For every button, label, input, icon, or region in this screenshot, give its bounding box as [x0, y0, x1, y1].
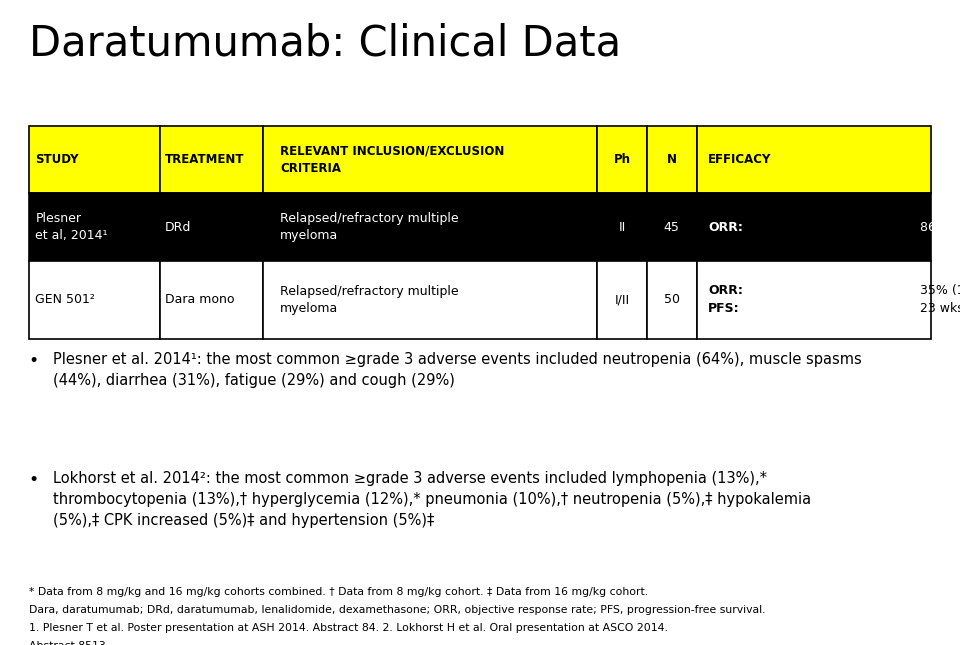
Text: 23 wks (16 mg/kg): 23 wks (16 mg/kg) [916, 303, 960, 315]
Text: Ph: Ph [613, 153, 631, 166]
Text: * Data from 8 mg/kg and 16 mg/kg cohorts combined. † Data from 8 mg/kg cohort. ‡: * Data from 8 mg/kg and 16 mg/kg cohorts… [29, 587, 648, 597]
Text: EFFICACY: EFFICACY [708, 153, 772, 166]
Bar [697, 261, 931, 339]
Text: Abstract 8513.: Abstract 8513. [29, 641, 108, 645]
Text: 35% (16 mg/kg): 35% (16 mg/kg) [916, 284, 960, 297]
Text: •: • [29, 471, 39, 489]
Bar [647, 261, 697, 339]
Bar [263, 261, 597, 339]
Bar [159, 194, 263, 261]
Text: Daratumumab: Clinical Data: Daratumumab: Clinical Data [29, 23, 621, 64]
Bar [263, 194, 597, 261]
Text: PFS:: PFS: [708, 303, 740, 315]
Bar [263, 126, 597, 194]
Text: DRd: DRd [165, 221, 191, 234]
Bar [597, 194, 647, 261]
Text: 45: 45 [663, 221, 680, 234]
Text: 1. Plesner T et al. Poster presentation at ASH 2014. Abstract 84. 2. Lokhorst H : 1. Plesner T et al. Poster presentation … [29, 623, 667, 633]
Text: STUDY: STUDY [36, 153, 79, 166]
Text: Dara, daratumumab; DRd, daratumumab, lenalidomide, dexamethasone; ORR, objective: Dara, daratumumab; DRd, daratumumab, len… [29, 605, 765, 615]
Text: ORR:: ORR: [708, 284, 743, 297]
Bar [697, 126, 931, 194]
Text: Plesner et al. 2014¹: the most common ≥grade 3 adverse events included neutropen: Plesner et al. 2014¹: the most common ≥g… [53, 352, 861, 388]
Text: I/II: I/II [614, 293, 630, 306]
Text: 86.7%: 86.7% [916, 221, 960, 234]
Bar [159, 126, 263, 194]
Bar [597, 126, 647, 194]
Bar [29, 261, 159, 339]
Bar [159, 261, 263, 339]
Text: II: II [618, 221, 626, 234]
Bar [697, 194, 931, 261]
Text: RELEVANT INCLUSION/EXCLUSION
CRITERIA: RELEVANT INCLUSION/EXCLUSION CRITERIA [280, 144, 505, 175]
Text: Dara mono: Dara mono [165, 293, 234, 306]
Bar [597, 261, 647, 339]
Text: GEN 501²: GEN 501² [36, 293, 95, 306]
Text: ORR:: ORR: [708, 221, 743, 234]
Text: Lokhorst et al. 2014²: the most common ≥grade 3 adverse events included lymphope: Lokhorst et al. 2014²: the most common ≥… [53, 471, 811, 528]
Text: Relapsed/refractory multiple
myeloma: Relapsed/refractory multiple myeloma [280, 212, 459, 243]
Bar [29, 126, 159, 194]
Text: •: • [29, 352, 39, 370]
Text: Plesner
et al, 2014¹: Plesner et al, 2014¹ [36, 212, 108, 243]
Text: 50: 50 [663, 293, 680, 306]
Text: TREATMENT: TREATMENT [165, 153, 245, 166]
Text: N: N [667, 153, 677, 166]
Bar [647, 194, 697, 261]
Text: Relapsed/refractory multiple
myeloma: Relapsed/refractory multiple myeloma [280, 285, 459, 315]
Bar [29, 194, 159, 261]
Bar [647, 126, 697, 194]
